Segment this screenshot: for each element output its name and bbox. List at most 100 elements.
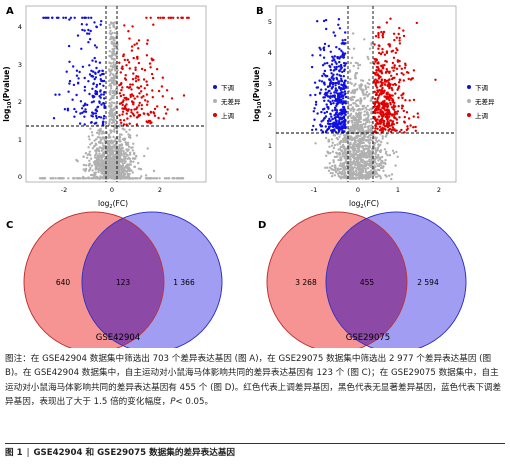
scatter-point-a-nosig (105, 155, 109, 158)
scatter-point-b-up (382, 67, 385, 70)
scatter-point-b-nosig (376, 146, 380, 149)
scatter-point-b-down (328, 117, 331, 121)
panel-label-a: A (6, 6, 14, 17)
scatter-point-b-down (323, 96, 326, 99)
scatter-point-a-up (130, 49, 134, 52)
scatter-point-b-down (326, 95, 330, 98)
scatter-point-b-up (385, 21, 389, 24)
scatter-point-a-down (91, 87, 94, 91)
scatter-point-a-nosig (100, 132, 104, 135)
scatter-point-b-up (384, 59, 387, 63)
scatter-point-a-down (84, 108, 87, 111)
scatter-point-b-down (335, 65, 338, 69)
scatter-point-b-nosig (337, 174, 340, 178)
figure-title-separator: | (26, 448, 30, 458)
caption-p-symbol: P (170, 396, 176, 407)
scatter-point-a-up (150, 72, 154, 76)
scatter-point-b-up (377, 74, 381, 78)
scatter-point-a-nosig (118, 143, 122, 147)
scatter-point-b-down (338, 96, 341, 100)
scatter-point-a-up (137, 75, 140, 78)
scatter-point-b-down (331, 109, 334, 112)
scatter-point-b-down (333, 124, 336, 128)
scatter-point-b-nosig (375, 162, 378, 166)
scatter-point-b-up (412, 69, 416, 72)
volcano-plot-a: A 0 1 2 3 4 -2 0 2 log2(FC) log10(Pvalue… (2, 5, 241, 210)
scatter-point-b-nosig (366, 160, 369, 163)
scatter-point-b-up (386, 126, 390, 129)
scatter-point-a-down (92, 94, 95, 98)
scatter-point-b-up (377, 94, 381, 97)
scatter-point-b-up (386, 111, 389, 115)
scatter-point-a-down (79, 112, 82, 115)
scatter-point-a-nosig (119, 177, 122, 180)
scatter-point-a-up (121, 65, 124, 68)
scatter-point-b-up (376, 111, 380, 114)
scatter-point-a-up (126, 58, 129, 62)
scatter-point-b-down (339, 55, 342, 59)
scatter-point-a-nosig (90, 177, 93, 180)
scatter-point-b-down (339, 88, 342, 92)
scatter-point-b-down (344, 31, 347, 34)
scatter-point-b-nosig (379, 133, 382, 136)
scatter-point-a-nosig (98, 158, 101, 162)
scatter-point-a-nosig (97, 177, 100, 180)
scatter-point-b-up (392, 56, 396, 59)
scatter-point-b-up (390, 128, 394, 131)
scatter-point-b-nosig (360, 136, 364, 140)
scatter-point-b-down (334, 84, 337, 87)
scatter-point-b-up (387, 115, 391, 118)
scatter-point-a-nosig (110, 118, 113, 121)
scatter-point-b-nosig (352, 32, 355, 35)
scatter-point-b-up (400, 67, 403, 71)
scatter-point-b-up (393, 116, 396, 120)
scatter-point-b-up (375, 86, 379, 89)
scatter-point-b-up (406, 127, 409, 130)
scatter-point-b-nosig (363, 155, 366, 158)
scatter-point-a-nosig (126, 172, 129, 175)
scatter-point-b-nosig (384, 174, 387, 177)
scatter-point-a-nosig (124, 177, 128, 180)
scatter-point-b-down (341, 70, 344, 74)
scatter-point-b-nosig (351, 91, 355, 94)
scatter-point-a-nosig (121, 127, 125, 130)
scatter-point-a-nosig (158, 177, 161, 180)
scatter-point-b-down (335, 76, 338, 80)
scatter-point-b-nosig (358, 84, 361, 87)
scatter-point-a-nosig (94, 177, 97, 180)
scatter-point-b-down (333, 95, 336, 99)
scatter-point-a-nosig (67, 177, 70, 180)
scatter-point-a-down (73, 16, 76, 19)
scatter-point-a-nosig (97, 147, 100, 151)
scatter-point-a-nosig (113, 130, 116, 133)
x-tick-b-3: 2 (437, 186, 441, 194)
scatter-point-a-up (120, 101, 123, 105)
scatter-point-b-nosig (361, 153, 365, 157)
scatter-point-b-nosig (363, 161, 366, 165)
scatter-point-b-nosig (338, 171, 341, 174)
scatter-point-b-up (378, 125, 382, 128)
scatter-point-b-nosig (352, 117, 356, 120)
scatter-point-b-up (376, 121, 379, 124)
scatter-point-b-nosig (341, 144, 345, 147)
scatter-point-b-nosig (357, 67, 360, 70)
scatter-point-b-down (338, 101, 342, 104)
scatter-point-a-nosig (57, 177, 60, 180)
scatter-point-a-down (87, 80, 90, 83)
scatter-point-b-up (379, 108, 382, 111)
scatter-point-b-nosig (329, 166, 332, 169)
scatter-point-a-nosig (111, 149, 115, 152)
scatter-point-b-down (343, 119, 346, 122)
scatter-point-a-down (91, 59, 94, 62)
scatter-point-b-nosig (367, 86, 370, 89)
scatter-point-b-down (334, 87, 337, 90)
scatter-point-b-nosig (352, 171, 355, 174)
scatter-point-b-nosig (357, 145, 360, 149)
scatter-point-a-up (133, 43, 136, 46)
scatter-point-a-down (103, 104, 106, 108)
scatter-point-a-up (146, 83, 149, 87)
y-tick-b-5: 5 (268, 18, 272, 26)
scatter-point-b-down (324, 93, 328, 97)
scatter-point-a-nosig (128, 151, 132, 154)
scatter-point-b-down (341, 87, 344, 91)
